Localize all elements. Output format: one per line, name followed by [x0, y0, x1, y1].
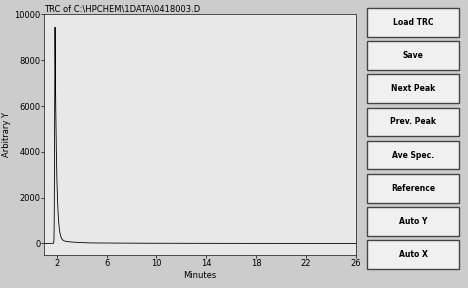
- FancyBboxPatch shape: [367, 174, 459, 203]
- FancyBboxPatch shape: [367, 74, 459, 103]
- FancyBboxPatch shape: [367, 107, 459, 136]
- Text: Prev. Peak: Prev. Peak: [390, 118, 436, 126]
- FancyBboxPatch shape: [367, 141, 459, 169]
- Text: Ave Spec.: Ave Spec.: [392, 151, 434, 160]
- Y-axis label: Arbitrary Y: Arbitrary Y: [2, 112, 11, 157]
- Text: Save: Save: [402, 51, 424, 60]
- Text: Reference: Reference: [391, 184, 435, 193]
- FancyBboxPatch shape: [367, 8, 459, 37]
- Text: TRC of C:\HPCHEM\1DATA\0418003.D: TRC of C:\HPCHEM\1DATA\0418003.D: [44, 5, 201, 14]
- Text: Auto Y: Auto Y: [399, 217, 427, 226]
- Text: Load TRC: Load TRC: [393, 18, 433, 27]
- Text: Next Peak: Next Peak: [391, 84, 435, 93]
- FancyBboxPatch shape: [367, 240, 459, 269]
- FancyBboxPatch shape: [367, 207, 459, 236]
- Text: Auto X: Auto X: [399, 250, 427, 259]
- FancyBboxPatch shape: [367, 41, 459, 70]
- X-axis label: Minutes: Minutes: [183, 271, 217, 280]
